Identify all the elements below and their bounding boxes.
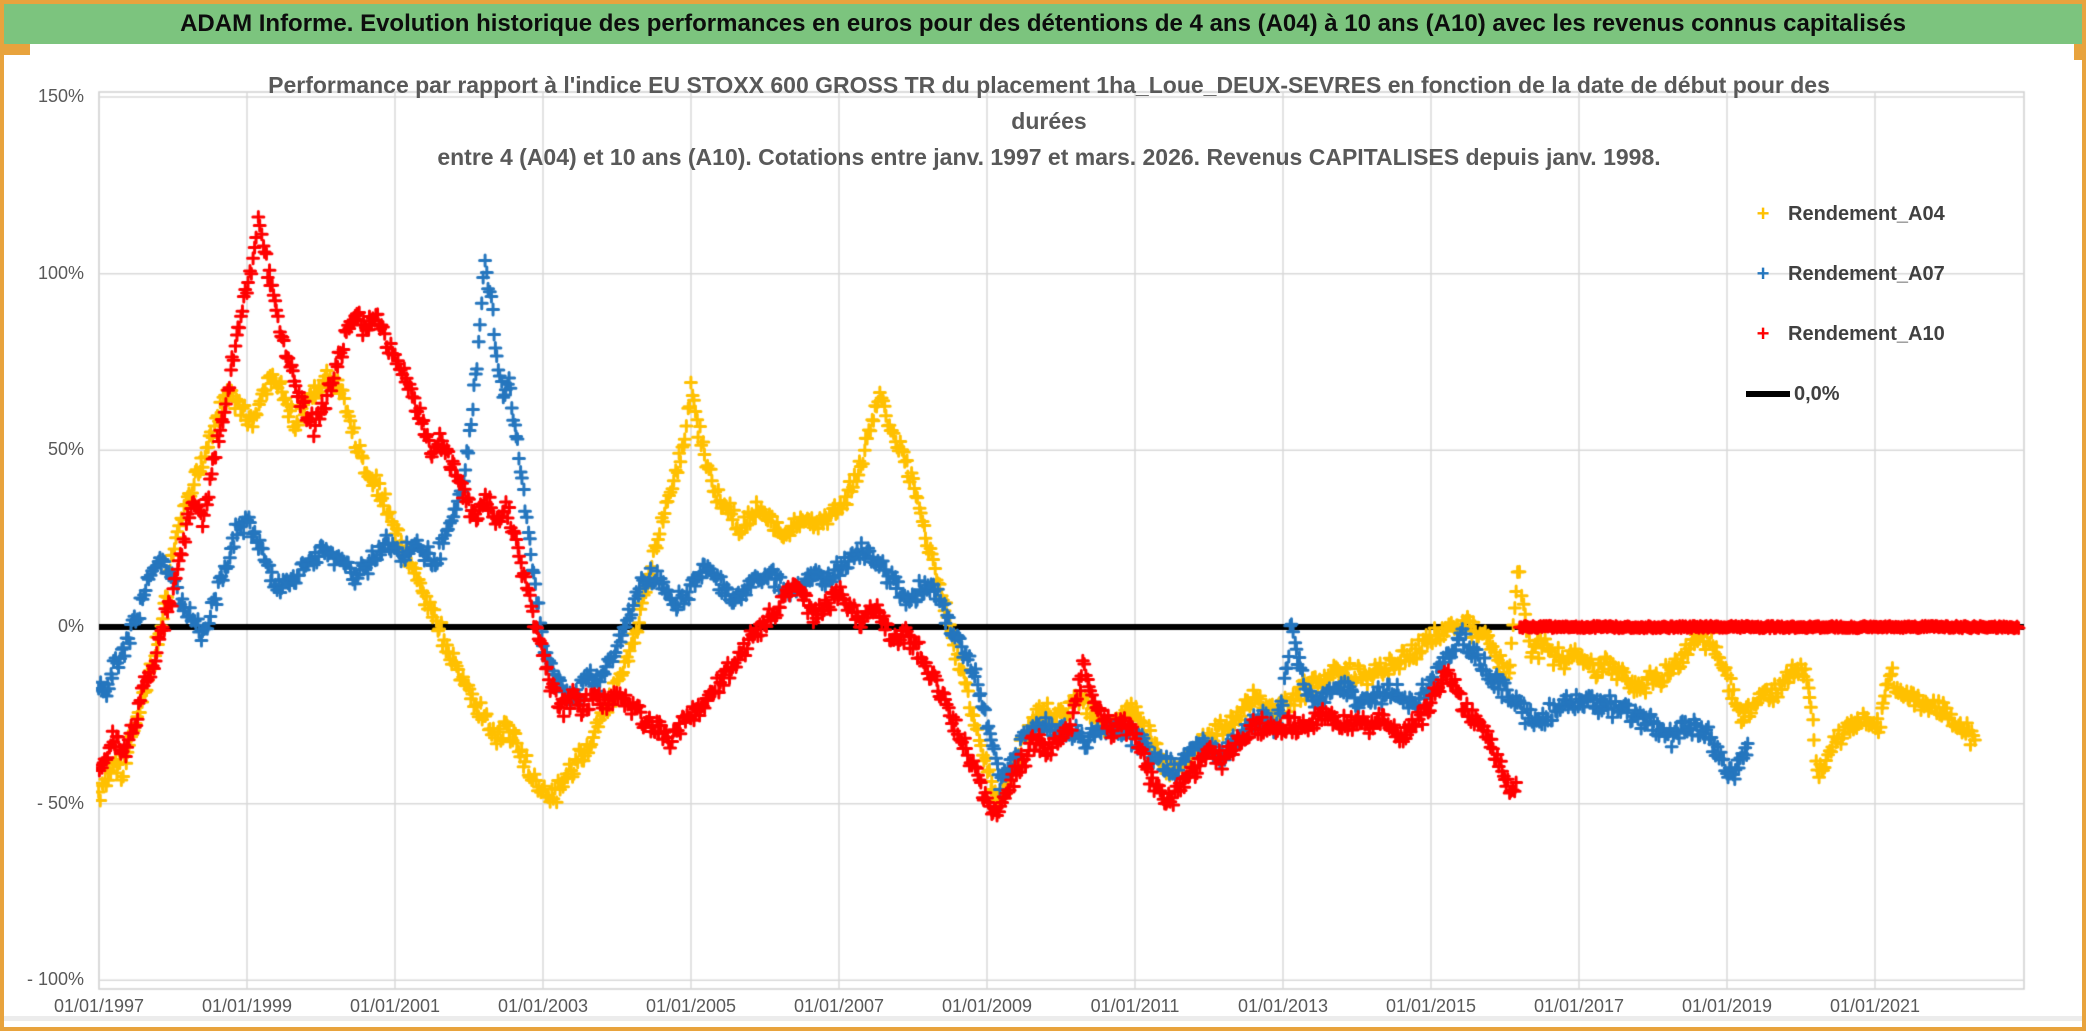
x-axis-tick-label: 01/01/2017 xyxy=(1533,996,1625,1016)
chart-title-line-3: entre 4 (A04) et 10 ans (A10). Cotations… xyxy=(437,144,1661,170)
x-axis-tick-label: 01/01/2005 xyxy=(645,996,737,1016)
gold-frame-accent-right xyxy=(2074,44,2082,60)
legend-item-label: Rendement_A07 xyxy=(1788,262,1945,285)
y-axis-tick-label: 0% xyxy=(57,616,84,636)
bottom-divider xyxy=(4,1016,2082,1021)
x-axis-tick-label: 01/01/2013 xyxy=(1237,996,1329,1016)
x-axis-tick-label: 01/01/1999 xyxy=(201,996,293,1016)
y-axis-tick-label: 150% xyxy=(37,86,84,107)
x-axis-tick-label: 01/01/2019 xyxy=(1681,996,1773,1016)
legend-item-zero-line[interactable]: 0,0% xyxy=(1746,376,1945,412)
y-axis-tick-label: 50% xyxy=(47,439,84,460)
x-axis-tick-label: 01/01/2021 xyxy=(1829,996,1921,1016)
x-axis-tick-label: 01/01/2011 xyxy=(1090,996,1180,1016)
performance-scatter-plot xyxy=(4,4,2082,1027)
legend-item-rendement-a04[interactable]: + Rendement_A04 xyxy=(1746,196,1945,232)
plus-marker-icon: + xyxy=(1756,201,1770,226)
legend-item-label: 0,0% xyxy=(1794,382,1840,405)
chart-title: Performance par rapport à l'indice EU ST… xyxy=(99,67,1999,175)
chart-legend: + Rendement_A04 + Rendement_A07 + Rendem… xyxy=(1746,196,1945,436)
x-axis-tick-label: 01/01/2007 xyxy=(793,996,885,1016)
y-axis-tick-label: - 50% xyxy=(36,792,84,813)
x-axis-tick-label: 01/01/2009 xyxy=(941,996,1033,1016)
y-axis-tick-label: - 100% xyxy=(26,969,84,990)
legend-item-label: Rendement_A04 xyxy=(1788,202,1945,225)
chart-title-line-2: durées xyxy=(1011,108,1087,134)
x-axis-tick-label: 01/01/2003 xyxy=(497,996,589,1016)
banner-title: ADAM Informe. Evolution historique des p… xyxy=(4,4,2082,44)
plus-marker-icon: + xyxy=(1756,261,1770,286)
chart-title-line-1: Performance par rapport à l'indice EU ST… xyxy=(268,72,1830,98)
y-axis-tick-label: 100% xyxy=(37,262,84,283)
gold-frame-accent-left xyxy=(4,44,30,55)
legend-item-label: Rendement_A10 xyxy=(1788,322,1945,345)
legend-item-rendement-a07[interactable]: + Rendement_A07 xyxy=(1746,256,1945,292)
x-axis-tick-label: 01/01/1997 xyxy=(53,996,145,1016)
legend-item-rendement-a10[interactable]: + Rendement_A10 xyxy=(1746,316,1945,352)
x-axis-tick-label: 01/01/2001 xyxy=(349,996,441,1016)
plus-marker-icon: + xyxy=(1756,321,1770,346)
x-axis-tick-label: 01/01/2015 xyxy=(1385,996,1477,1016)
zero-line-swatch-icon xyxy=(1746,391,1790,397)
